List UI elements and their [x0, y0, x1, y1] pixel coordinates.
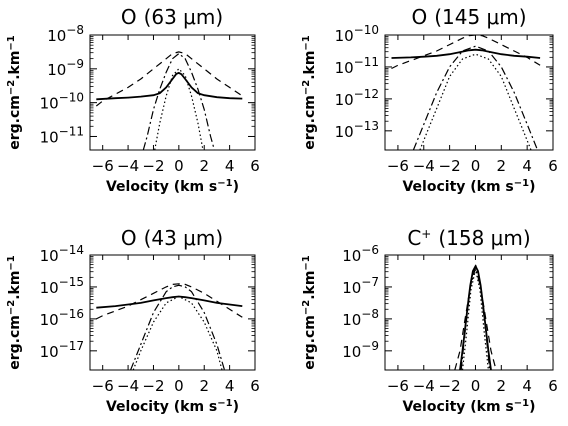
x-tick-label: 6 — [250, 157, 260, 175]
series-line-dashed — [96, 283, 243, 320]
x-tick-label: −2 — [142, 157, 164, 175]
y-axis-label: erg.cm−2.km−1 — [301, 255, 319, 370]
x-tick-label: 4 — [522, 157, 532, 175]
series-line-dotted — [132, 295, 223, 370]
chart-panel-2: O (145 μm) −6 −4 −2 0 2 4 6 10−10 10−11 10−12 10−13 V… — [301, 5, 558, 195]
title-wavelength: (43 μm) — [144, 226, 224, 250]
x-tick-label: 6 — [548, 157, 558, 175]
y-tick-label: 10−11 — [40, 124, 84, 146]
x-tick-label: 4 — [522, 377, 532, 395]
x-tick-label: 0 — [471, 157, 481, 175]
title-wavelength: (63 μm) — [144, 5, 224, 29]
x-tick-label: 6 — [250, 377, 260, 395]
chart-title: O (145 μm) — [411, 5, 526, 29]
y-tick-label: 10−17 — [40, 339, 84, 361]
x-tick-label: 2 — [497, 157, 507, 175]
title-species: C — [407, 226, 421, 250]
series-line-dashed — [95, 51, 243, 107]
plot-frame — [384, 254, 554, 371]
x-tick-label: −4 — [413, 157, 435, 175]
y-tick-label: 10−9 — [47, 57, 84, 79]
plot-frame — [89, 254, 256, 371]
series-line-dotted — [154, 67, 204, 150]
series-line-dashed — [454, 262, 497, 370]
x-tick-label: −4 — [117, 377, 139, 395]
y-tick-label: 10−8 — [342, 307, 379, 329]
x-tick-label: 4 — [225, 377, 235, 395]
chart-title: C+ (158 μm) — [407, 226, 530, 250]
x-tick-label: 2 — [497, 377, 507, 395]
y-tick-label: 10−15 — [40, 275, 84, 297]
y-tick-label: 10−16 — [40, 307, 84, 329]
series-line-solid — [391, 48, 541, 59]
y-tick-label: 10−11 — [335, 55, 379, 77]
series-line-dashed — [391, 35, 541, 70]
x-tick-label: −6 — [92, 377, 114, 395]
y-tick-label: 10−14 — [40, 243, 84, 265]
series-line-solid — [96, 295, 243, 309]
x-tick-label: −6 — [92, 157, 114, 175]
x-tick-label: 4 — [225, 157, 235, 175]
x-tick-label: −2 — [439, 377, 461, 395]
x-tick-label: 2 — [199, 157, 209, 175]
x-tick-label: −2 — [142, 377, 164, 395]
chart-panel-4: C+ (158 μm) −6 −4 −2 0 2 4 6 10−6 10−7 10−8 10−9 Velo… — [301, 226, 558, 415]
y-axis-label: erg.cm−2.km−1 — [6, 35, 24, 150]
x-tick-label: 6 — [548, 377, 558, 395]
x-tick-label: −6 — [387, 157, 409, 175]
title-charge: + — [421, 227, 431, 241]
y-tick-label: 10−12 — [335, 87, 379, 109]
series-line-dotted — [419, 53, 532, 150]
series-line-dashdot — [142, 52, 215, 150]
chart-title: O (63 μm) — [121, 5, 223, 29]
x-axis-label: Velocity (km s−1) — [106, 178, 239, 196]
y-axis-label: erg.cm−2.km−1 — [301, 35, 319, 150]
plot-frame — [384, 34, 554, 151]
x-tick-label: 0 — [174, 157, 184, 175]
chart-panel-3: O (43 μm) −6 −4 −2 0 2 4 6 10−14 10−15 10−16 10−17 Ve… — [6, 226, 260, 415]
title-species: O — [121, 226, 137, 250]
y-tick-label: 10−13 — [335, 119, 379, 141]
x-tick-label: 2 — [199, 377, 209, 395]
series-line-dashdot — [412, 45, 539, 150]
x-axis-label: Velocity (km s−1) — [106, 398, 239, 416]
y-tick-label: 10−10 — [335, 23, 379, 45]
title-wavelength: (158 μm) — [438, 226, 530, 250]
x-tick-label: −6 — [387, 377, 409, 395]
series-line-solid — [96, 71, 243, 101]
y-axis-label: erg.cm−2.km−1 — [6, 255, 24, 370]
x-axis-label: Velocity (km s−1) — [402, 178, 535, 196]
x-axis-label: Velocity (km s−1) — [402, 398, 535, 416]
y-tick-label: 10−7 — [342, 275, 379, 297]
x-tick-label: 0 — [471, 377, 481, 395]
x-tick-label: −2 — [439, 157, 461, 175]
series-line-dashdot — [460, 265, 491, 370]
plot-frame — [89, 34, 256, 151]
title-wavelength: (145 μm) — [434, 5, 526, 29]
y-tick-label: 10−9 — [342, 339, 379, 361]
x-tick-label: −4 — [413, 377, 435, 395]
chart-title: O (43 μm) — [121, 226, 223, 250]
title-species: O — [411, 5, 427, 29]
x-tick-label: −4 — [117, 157, 139, 175]
chart-panel-1: O (63 μm) −6 −4 −2 0 2 4 6 10−8 10−9 10−10 10−11 Velo… — [6, 5, 260, 195]
y-tick-label: 10−6 — [342, 243, 379, 265]
series-line-dashdot — [130, 284, 226, 370]
x-tick-label: 0 — [174, 377, 184, 395]
title-species: O — [121, 5, 137, 29]
y-tick-label: 10−10 — [40, 91, 84, 113]
y-tick-label: 10−8 — [47, 23, 84, 45]
